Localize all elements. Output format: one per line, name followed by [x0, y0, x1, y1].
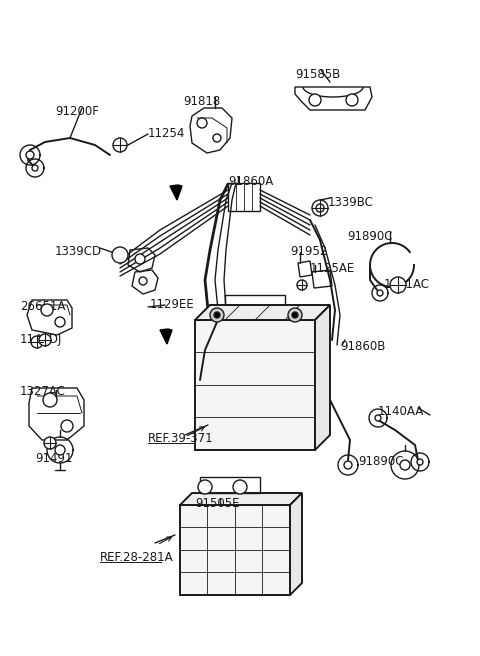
Circle shape — [400, 460, 410, 470]
Text: 91890C: 91890C — [358, 455, 404, 468]
Circle shape — [135, 254, 145, 264]
Bar — [195, 320, 315, 450]
Text: 91200F: 91200F — [55, 105, 99, 118]
Text: 11254: 11254 — [148, 127, 185, 140]
Circle shape — [344, 461, 352, 469]
Polygon shape — [290, 493, 302, 595]
Circle shape — [197, 118, 207, 128]
Polygon shape — [180, 493, 302, 505]
Circle shape — [346, 94, 358, 106]
Text: 91585B: 91585B — [295, 68, 340, 81]
Circle shape — [198, 480, 212, 494]
Circle shape — [61, 420, 73, 432]
Circle shape — [417, 459, 423, 465]
Circle shape — [233, 480, 247, 494]
Circle shape — [55, 445, 65, 455]
Text: REF.28-281A: REF.28-281A — [100, 551, 174, 564]
Circle shape — [377, 290, 383, 296]
Circle shape — [39, 334, 51, 346]
Text: 1140DJ: 1140DJ — [20, 333, 62, 346]
Circle shape — [375, 415, 381, 421]
Circle shape — [43, 393, 57, 407]
Circle shape — [55, 317, 65, 327]
Circle shape — [210, 308, 224, 322]
Circle shape — [31, 336, 43, 348]
Polygon shape — [160, 329, 172, 344]
Polygon shape — [170, 185, 182, 200]
Circle shape — [44, 437, 56, 449]
Text: 91818: 91818 — [183, 95, 220, 108]
Circle shape — [316, 204, 324, 212]
Polygon shape — [195, 305, 330, 320]
Text: 91890C: 91890C — [347, 230, 393, 243]
Text: 91860A: 91860A — [228, 175, 273, 188]
Circle shape — [390, 277, 406, 293]
Circle shape — [26, 151, 34, 159]
Circle shape — [292, 312, 298, 318]
Text: REF.39-371: REF.39-371 — [148, 432, 214, 445]
Circle shape — [214, 312, 220, 318]
Text: 1339CD: 1339CD — [55, 245, 102, 258]
Text: 26651A: 26651A — [20, 300, 65, 313]
Text: 1140AA: 1140AA — [378, 405, 424, 418]
Text: 91952: 91952 — [290, 245, 327, 258]
Text: 91860B: 91860B — [340, 340, 385, 353]
Circle shape — [312, 200, 328, 216]
Circle shape — [139, 277, 147, 285]
Text: 1327AC: 1327AC — [20, 385, 66, 398]
Circle shape — [41, 304, 53, 316]
Circle shape — [213, 134, 221, 142]
Circle shape — [309, 94, 321, 106]
Circle shape — [297, 280, 307, 290]
Circle shape — [112, 247, 128, 263]
Text: 1125AE: 1125AE — [310, 262, 355, 275]
Circle shape — [113, 138, 127, 152]
Polygon shape — [315, 305, 330, 450]
Bar — [228, 183, 260, 211]
Text: 1129EE: 1129EE — [150, 298, 195, 311]
Text: 91491: 91491 — [35, 452, 72, 465]
Circle shape — [288, 308, 302, 322]
Text: 1141AC: 1141AC — [384, 278, 430, 291]
Circle shape — [32, 165, 38, 171]
Text: 1339BC: 1339BC — [328, 196, 374, 209]
Bar — [180, 505, 290, 595]
Text: 91505E: 91505E — [195, 497, 240, 510]
